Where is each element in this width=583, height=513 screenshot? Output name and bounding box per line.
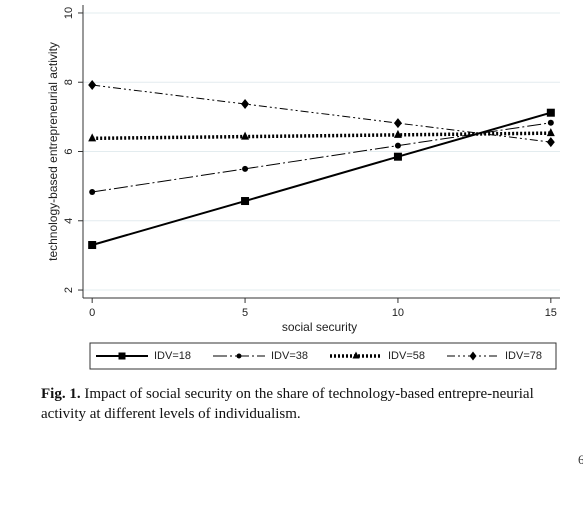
marker bbox=[88, 241, 97, 250]
caption-label: Fig. 1. bbox=[41, 386, 81, 402]
y-tick-label: 10 bbox=[63, 7, 75, 19]
y-tick-label: 2 bbox=[63, 287, 75, 293]
y-tick-label: 4 bbox=[63, 218, 75, 224]
series-line bbox=[92, 84, 551, 143]
marker bbox=[241, 99, 250, 110]
marker bbox=[393, 118, 402, 129]
legend-label: IDV=18 bbox=[154, 350, 191, 362]
x-tick-label: 0 bbox=[89, 307, 95, 319]
marker bbox=[393, 152, 402, 161]
x-tick-label: 15 bbox=[545, 307, 557, 319]
marker bbox=[241, 197, 250, 206]
y-tick-label: 6 bbox=[63, 148, 75, 154]
marker bbox=[242, 165, 249, 172]
x-tick-label: 5 bbox=[242, 307, 248, 319]
marker bbox=[546, 108, 555, 117]
y-tick-label: 8 bbox=[63, 79, 75, 85]
legend-marker bbox=[236, 353, 242, 359]
marker bbox=[393, 129, 402, 138]
y-axis-label: technology-based entrepreneurial activit… bbox=[46, 42, 60, 261]
series-line bbox=[91, 111, 552, 246]
marker bbox=[547, 119, 554, 126]
marker bbox=[88, 80, 97, 91]
x-tick-label: 10 bbox=[392, 307, 404, 319]
legend-label: IDV=78 bbox=[505, 350, 542, 362]
series-line bbox=[92, 131, 551, 141]
marker bbox=[394, 142, 401, 149]
series-line bbox=[92, 122, 551, 193]
legend-label: IDV=38 bbox=[271, 350, 308, 362]
legend-label: IDV=58 bbox=[388, 350, 425, 362]
caption-text: Impact of social security on the share o… bbox=[41, 386, 534, 422]
marker bbox=[546, 128, 555, 137]
caption: Fig. 1. Impact of social security on the… bbox=[41, 384, 571, 424]
legend-box bbox=[89, 342, 557, 370]
page-fragment: 6 bbox=[578, 452, 583, 467]
marker bbox=[88, 133, 97, 142]
marker bbox=[241, 131, 250, 140]
chart: 2 4 6 8 10 0 5 10 15 social security technology-ba… bbox=[46, 5, 560, 370]
legend-marker bbox=[469, 351, 477, 361]
marker bbox=[89, 189, 96, 196]
marker bbox=[546, 137, 555, 148]
x-axis-label: social security bbox=[282, 320, 357, 334]
legend-marker bbox=[118, 352, 126, 360]
legend-marker bbox=[352, 351, 360, 359]
